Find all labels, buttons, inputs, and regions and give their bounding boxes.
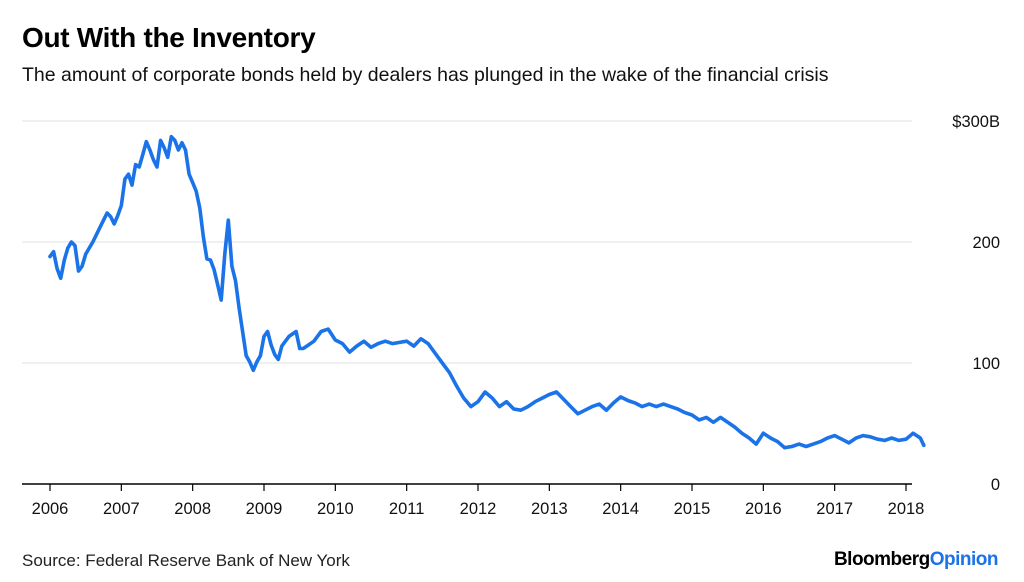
x-tick-label: 2012 <box>460 500 497 518</box>
brand-logo: BloombergOpinion <box>833 549 999 571</box>
x-tick-label: 2016 <box>745 500 782 518</box>
x-tick-label: 2011 <box>389 500 424 518</box>
x-tick-label: 2015 <box>674 500 711 518</box>
source-note: Source: Federal Reserve Bank of New York <box>22 551 350 570</box>
series-layer <box>48 134 926 450</box>
brand-primary: Bloomberg <box>833 549 930 570</box>
x-tick-label: 2009 <box>246 500 283 518</box>
x-axis: 2006 2007 2008 2009 2010 2011 2012 2013 2014 2015… <box>22 483 925 518</box>
gridlines <box>22 120 912 364</box>
brand-secondary: Opinion <box>929 549 999 570</box>
x-tick-label: 2018 <box>888 500 925 518</box>
x-tick-label: 2013 <box>531 500 568 518</box>
x-tick-label: 2006 <box>32 500 69 518</box>
y-tick-label: 100 <box>972 355 1000 373</box>
x-tick-label: 2007 <box>103 500 140 518</box>
y-tick-label: 200 <box>972 234 1000 252</box>
x-tick-label: 2017 <box>816 500 853 518</box>
y-tick-label: $300B <box>952 113 1000 131</box>
chart-title: Out With the Inventory <box>22 22 316 53</box>
chart-subtitle: The amount of corporate bonds held by de… <box>22 64 829 86</box>
x-tick-label: 2014 <box>602 500 639 518</box>
x-tick-label: 2008 <box>174 500 211 518</box>
y-tick-label: 0 <box>991 476 1000 494</box>
x-tick-label: 2010 <box>317 500 354 518</box>
y-axis-labels: 0 100 200 $300B <box>952 113 1000 494</box>
series-line-0 <box>48 134 926 450</box>
